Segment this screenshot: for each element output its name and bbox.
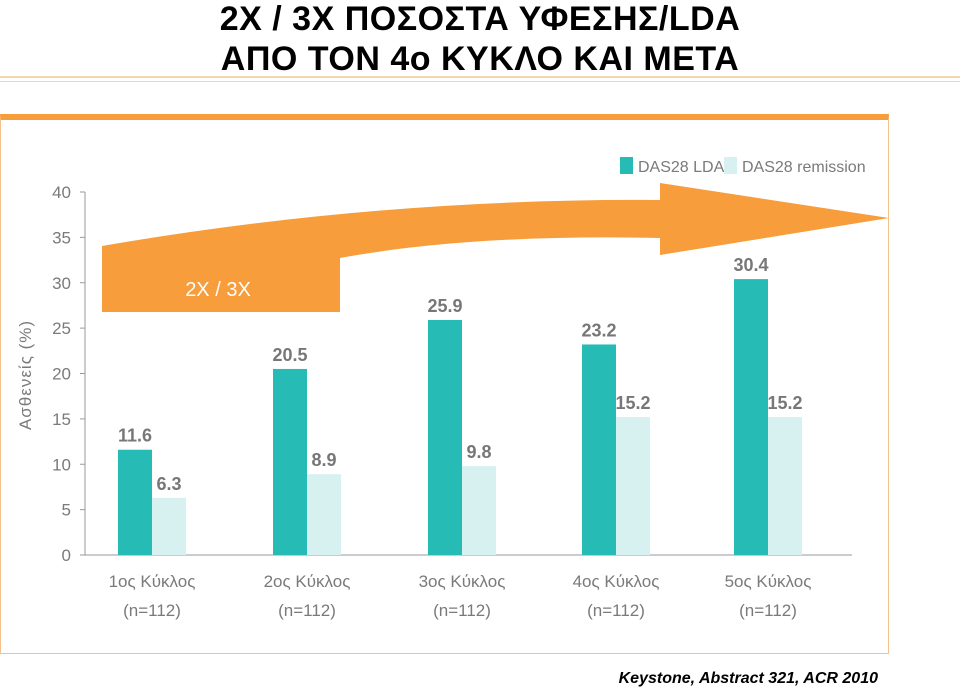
y-tick-label: 15 [52, 410, 71, 429]
bar-remission [152, 497, 186, 555]
y-tick-label: 35 [52, 228, 71, 247]
bar-lda [734, 279, 768, 555]
bar-remission [768, 417, 802, 555]
data-label: 25.9 [427, 296, 462, 316]
bar-lda [582, 344, 616, 555]
data-label: 30.4 [733, 255, 768, 275]
bar-remission [616, 417, 650, 555]
title-divider-thin [0, 81, 960, 82]
bar-remission [462, 466, 496, 555]
data-label: 15.2 [767, 393, 802, 413]
title-divider [0, 76, 960, 78]
x-tick-sublabel: (n=112) [587, 601, 645, 620]
x-tick-sublabel: (n=112) [739, 601, 797, 620]
x-tick-label: 3ος Κύκλος [419, 572, 506, 591]
bar-lda [273, 368, 307, 555]
y-tick-label: 5 [62, 501, 71, 520]
data-label: 8.9 [311, 450, 336, 470]
page-title-line1: 2X / 3X ΠΟΣΟΣΤΑ ΥΦΕΣΗΣ/LDA [219, 0, 741, 38]
y-tick-label: 30 [52, 274, 71, 293]
x-tick-label: 1ος Κύκλος [109, 572, 196, 591]
growth-arrow [102, 183, 889, 312]
legend-swatch [724, 157, 737, 174]
page-title-line2: ΑΠΟ ΤΟΝ 4ο ΚΥΚΛΟ ΚΑΙ ΜΕΤΑ [220, 40, 740, 78]
x-tick-sublabel: (n=112) [278, 601, 336, 620]
x-tick-sublabel: (n=112) [123, 601, 181, 620]
data-label: 20.5 [272, 345, 307, 365]
data-label: 11.6 [118, 426, 152, 446]
x-tick-label: 4ος Κύκλος [573, 572, 660, 591]
source-citation: Keystone, Abstract 321, ACR 2010 [618, 670, 878, 687]
bar-lda [118, 449, 152, 555]
y-tick-label: 10 [52, 455, 71, 474]
x-tick-label: 2ος Κύκλος [264, 572, 351, 591]
bar-lda [428, 319, 462, 555]
y-tick-label: 40 [52, 183, 71, 202]
arrow-label: 2X / 3X [185, 279, 251, 301]
data-label: 6.3 [156, 474, 181, 494]
y-tick-label: 0 [62, 546, 71, 565]
bar-remission [307, 474, 341, 555]
legend-swatch [620, 157, 633, 174]
x-tick-sublabel: (n=112) [433, 601, 491, 620]
x-tick-label: 5ος Κύκλος [725, 572, 812, 591]
legend-label: DAS28 LDA [638, 159, 725, 176]
data-label: 9.8 [466, 442, 491, 462]
y-tick-label: 25 [52, 319, 71, 338]
legend-label: DAS28 remission [742, 159, 866, 176]
data-label: 23.2 [581, 320, 616, 340]
y-axis-title: Ασθενείς (%) [16, 320, 35, 430]
data-label: 15.2 [615, 393, 650, 413]
y-tick-label: 20 [52, 365, 71, 384]
